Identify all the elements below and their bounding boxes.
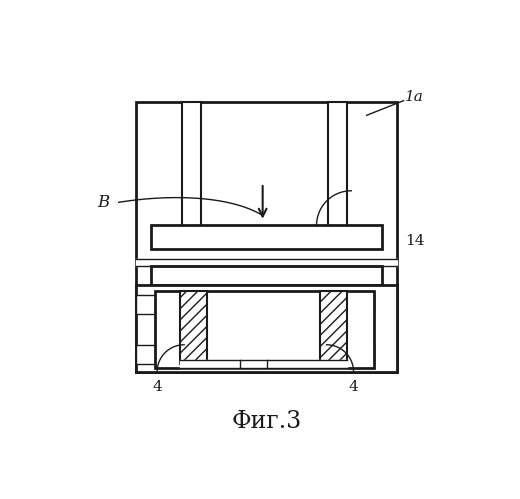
Bar [136, 295, 301, 314]
Bar [136, 102, 397, 372]
Bar [180, 291, 207, 364]
Text: B: B [97, 194, 109, 211]
Bar [136, 345, 301, 364]
Bar [301, 295, 374, 314]
Bar [328, 102, 347, 245]
Bar [155, 291, 374, 368]
Bar [301, 345, 374, 364]
Bar [182, 102, 201, 245]
Text: 4: 4 [152, 380, 162, 394]
Text: 1a: 1a [405, 90, 424, 104]
Bar [151, 266, 382, 285]
Text: 4: 4 [348, 380, 358, 394]
Bar [136, 285, 397, 372]
Bar [151, 226, 382, 249]
Text: Фиг.3: Фиг.3 [231, 410, 302, 433]
Text: 14: 14 [405, 234, 425, 248]
Bar [320, 291, 347, 364]
